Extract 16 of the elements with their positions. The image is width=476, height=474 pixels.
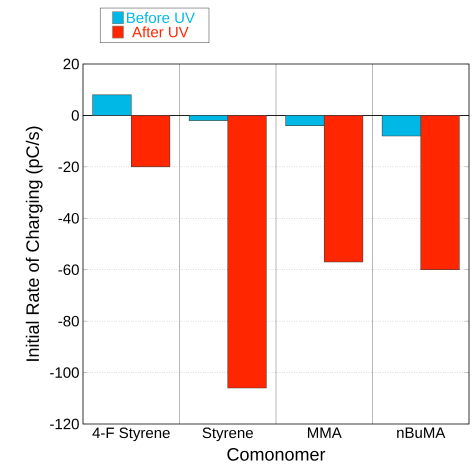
y-tick-label: -80 bbox=[58, 316, 79, 326]
y-tick-label: -120 bbox=[50, 418, 79, 430]
x-tick-label: MMA bbox=[308, 428, 342, 438]
y-tick-label: 0 bbox=[72, 110, 79, 121]
x-tick-label: nBuMA bbox=[397, 428, 446, 438]
y-tick-label: -40 bbox=[58, 212, 79, 224]
x-tick-label: 4-F Styrene bbox=[92, 428, 170, 442]
y-tick-label: -100 bbox=[50, 367, 79, 378]
y-axis-title: Initial Rate of Charging (pC/s) bbox=[26, 126, 43, 361]
x-axis-title: Comonomer bbox=[227, 448, 326, 461]
y-tick-label: -60 bbox=[58, 264, 79, 276]
y-tick-label: -20 bbox=[58, 162, 79, 172]
legend-label: Before UV bbox=[127, 12, 195, 24]
x-tick-label: Styrene bbox=[202, 428, 253, 442]
y-tick-label: 20 bbox=[64, 58, 79, 70]
legend-label: After UV bbox=[132, 26, 189, 38]
